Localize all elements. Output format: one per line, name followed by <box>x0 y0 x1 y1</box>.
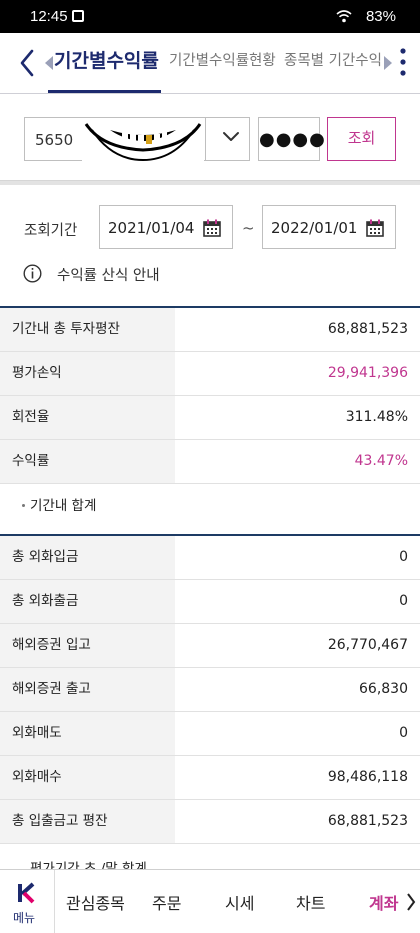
table-row: 수익률 43.47% <box>0 440 420 484</box>
period-separator: ~ <box>242 219 255 237</box>
query-button[interactable]: 조회 <box>327 117 396 161</box>
return-formula-guide[interactable]: 수익률 산식 안내 <box>57 268 160 284</box>
row-value: 26,770,467 <box>327 637 408 653</box>
partial-sum-label: 평가기간 초 /말 합계 <box>30 861 147 869</box>
table-row: 외화매도 0 <box>0 712 420 756</box>
status-bar: 12:45 83% <box>0 0 420 33</box>
start-date-value: 2021/01/04 <box>108 219 195 237</box>
account-number: 5650 <box>35 131 74 149</box>
header-divider <box>0 93 420 94</box>
row-label: 총 외화입금 <box>0 536 175 579</box>
nav-quote[interactable]: 시세 <box>225 894 255 913</box>
wifi-icon <box>336 10 352 23</box>
partial-sum-header: 평가기간 초 /말 합계 <box>0 843 420 869</box>
calendar-icon[interactable] <box>365 218 385 238</box>
row-value: 0 <box>399 593 408 609</box>
row-value: 29,941,396 <box>327 365 408 381</box>
row-label: 해외증권 입고 <box>0 624 175 667</box>
row-label: 총 입출금고 평잔 <box>0 800 175 843</box>
table-row: 해외증권 입고 26,770,467 <box>0 624 420 668</box>
flow-table: 총 외화입금 0 총 외화출금 0 해외증권 입고 26,770,467 해외증… <box>0 534 420 844</box>
nav-chart[interactable]: 차트 <box>296 894 326 913</box>
back-arrow-icon[interactable] <box>14 43 42 83</box>
nav-divider <box>54 870 55 933</box>
table-row: 기간내 총 투자평잔 68,881,523 <box>0 308 420 352</box>
battery-level: 83% <box>365 8 396 25</box>
calendar-icon[interactable] <box>202 218 222 238</box>
tab-scroll-left-icon[interactable] <box>44 55 54 71</box>
row-label: 외화매수 <box>0 756 175 799</box>
row-label: 수익률 <box>0 440 175 483</box>
tab-period-return-status[interactable]: 기간별수익률현황 <box>169 53 276 69</box>
table-row: 총 입출금고 평잔 68,881,523 <box>0 800 420 844</box>
info-icon[interactable] <box>23 264 42 283</box>
summary-table: 기간내 총 투자평잔 68,881,523 평가손익 29,941,396 회전… <box>0 306 420 528</box>
row-value: 68,881,523 <box>327 813 408 829</box>
table-row: 해외증권 출고 66,830 <box>0 668 420 712</box>
nav-watchlist[interactable]: 관심종목 <box>66 894 125 913</box>
notification-icon <box>72 10 84 22</box>
row-value: 0 <box>399 725 408 741</box>
tab-stock-period-status[interactable]: 종목별 기간수익현황 <box>284 53 382 69</box>
row-label: 해외증권 출고 <box>0 668 175 711</box>
tab-scroll-right-icon[interactable] <box>383 55 393 71</box>
row-value: 0 <box>399 549 408 565</box>
row-label: 회전율 <box>0 396 175 439</box>
table-row: 총 외화입금 0 <box>0 536 420 580</box>
redaction-mask-image <box>82 120 204 162</box>
row-label: 총 외화출금 <box>0 580 175 623</box>
nav-order[interactable]: 주문 <box>152 894 182 913</box>
row-value: 98,486,118 <box>327 769 408 785</box>
end-date-field[interactable]: 2022/01/01 <box>262 205 396 249</box>
period-sum-label: 기간내 합계 <box>30 498 97 514</box>
top-header: 기간별수익률 기간별수익률현황 종목별 기간수익현황 <box>0 33 420 93</box>
k-logo-icon[interactable] <box>18 882 36 904</box>
row-value: 66,830 <box>359 681 408 697</box>
row-label: 평가손익 <box>0 352 175 395</box>
more-options-icon[interactable] <box>397 45 409 79</box>
row-value: 68,881,523 <box>327 321 408 337</box>
tab-period-return[interactable]: 기간별수익률 <box>54 50 159 72</box>
end-date-value: 2022/01/01 <box>271 219 358 237</box>
bullet-icon <box>22 504 25 507</box>
nav-account[interactable]: 계좌 <box>369 894 399 913</box>
start-date-field[interactable]: 2021/01/04 <box>99 205 233 249</box>
password-mask: ●●●● <box>259 129 326 150</box>
status-time: 12:45 <box>30 8 68 25</box>
row-label: 외화매도 <box>0 712 175 755</box>
chevron-down-icon[interactable] <box>222 131 240 143</box>
menu-button[interactable]: 메뉴 <box>13 911 36 925</box>
table-row: 평가손익 29,941,396 <box>0 352 420 396</box>
row-value: 311.48% <box>345 409 408 425</box>
row-value: 43.47% <box>354 453 408 469</box>
account-divider <box>205 117 206 161</box>
active-tab-indicator <box>48 90 161 93</box>
period-label: 조회기간 <box>24 223 78 239</box>
bottom-nav: 메뉴 관심종목 주문 시세 차트 계좌 <box>0 869 420 933</box>
password-field[interactable]: ●●●● <box>258 117 326 161</box>
period-sum-header: 기간내 합계 <box>0 484 420 528</box>
section-separator <box>0 180 420 185</box>
table-row: 회전율 311.48% <box>0 396 420 440</box>
table-row: 총 외화출금 0 <box>0 580 420 624</box>
chevron-right-icon[interactable] <box>406 892 416 912</box>
table-row: 외화매수 98,486,118 <box>0 756 420 800</box>
row-label: 기간내 총 투자평잔 <box>0 308 175 351</box>
